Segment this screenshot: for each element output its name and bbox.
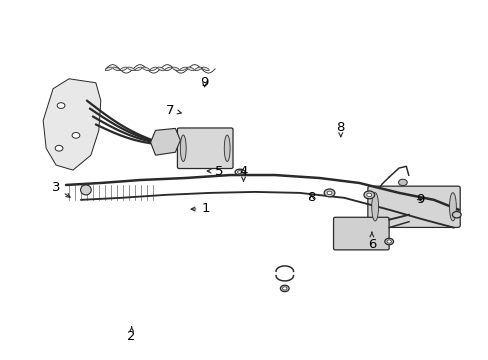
Polygon shape [43, 79, 101, 170]
Text: 3: 3 [52, 181, 70, 197]
FancyBboxPatch shape [333, 217, 388, 250]
Ellipse shape [180, 135, 186, 161]
Text: 8: 8 [307, 192, 315, 204]
Text: 8: 8 [336, 121, 344, 137]
Text: 9: 9 [200, 76, 208, 89]
Ellipse shape [150, 67, 157, 71]
Ellipse shape [105, 67, 112, 71]
Ellipse shape [194, 67, 202, 71]
Circle shape [55, 145, 63, 151]
Ellipse shape [135, 67, 142, 71]
Ellipse shape [224, 135, 230, 161]
Ellipse shape [202, 67, 209, 71]
Ellipse shape [113, 67, 120, 71]
Ellipse shape [120, 67, 127, 71]
Circle shape [398, 179, 407, 186]
Ellipse shape [81, 185, 91, 195]
Ellipse shape [157, 67, 164, 71]
Ellipse shape [366, 193, 371, 197]
Ellipse shape [384, 238, 393, 245]
Circle shape [72, 132, 80, 138]
Ellipse shape [363, 191, 374, 199]
FancyBboxPatch shape [177, 128, 233, 168]
Polygon shape [150, 129, 180, 155]
Text: 5: 5 [207, 165, 223, 177]
Ellipse shape [172, 67, 179, 71]
Text: 6: 6 [367, 232, 375, 251]
Text: 4: 4 [239, 165, 247, 181]
Ellipse shape [235, 169, 244, 175]
Ellipse shape [164, 67, 172, 71]
Text: 9: 9 [415, 193, 424, 206]
Ellipse shape [142, 67, 149, 71]
Ellipse shape [280, 285, 288, 292]
Text: 7: 7 [166, 104, 181, 117]
Text: 1: 1 [191, 202, 209, 215]
Ellipse shape [324, 189, 334, 197]
Ellipse shape [187, 67, 194, 71]
Ellipse shape [451, 212, 460, 218]
Ellipse shape [448, 193, 455, 221]
Ellipse shape [282, 287, 286, 290]
Ellipse shape [180, 67, 186, 71]
Circle shape [57, 103, 65, 108]
Ellipse shape [127, 67, 134, 71]
Ellipse shape [386, 240, 390, 243]
FancyBboxPatch shape [367, 186, 459, 228]
Text: 2: 2 [127, 327, 136, 343]
Ellipse shape [326, 191, 331, 195]
Ellipse shape [371, 193, 378, 221]
